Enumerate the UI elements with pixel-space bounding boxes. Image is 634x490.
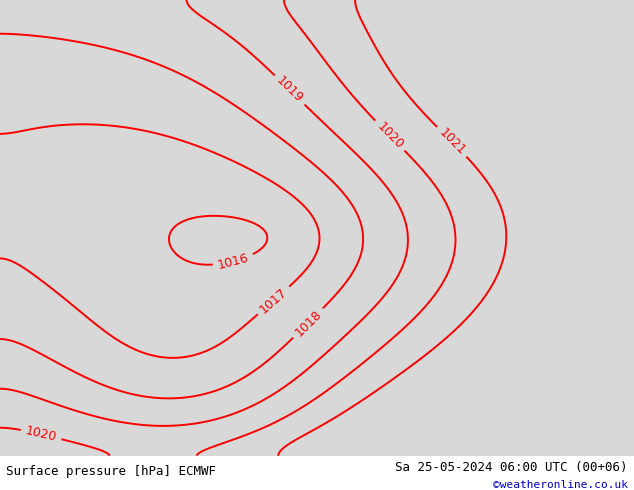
Text: 1020: 1020 [24, 424, 58, 444]
Text: 1017: 1017 [257, 285, 290, 316]
Text: 1018: 1018 [292, 307, 324, 339]
Text: 1020: 1020 [374, 120, 406, 151]
Text: 1016: 1016 [216, 251, 250, 271]
Text: 1019: 1019 [274, 74, 306, 106]
Text: 1021: 1021 [436, 126, 467, 158]
Text: ©weatheronline.co.uk: ©weatheronline.co.uk [493, 480, 628, 490]
Text: Sa 25-05-2024 06:00 UTC (00+06): Sa 25-05-2024 06:00 UTC (00+06) [395, 461, 628, 474]
Text: Surface pressure [hPa] ECMWF: Surface pressure [hPa] ECMWF [6, 465, 216, 478]
